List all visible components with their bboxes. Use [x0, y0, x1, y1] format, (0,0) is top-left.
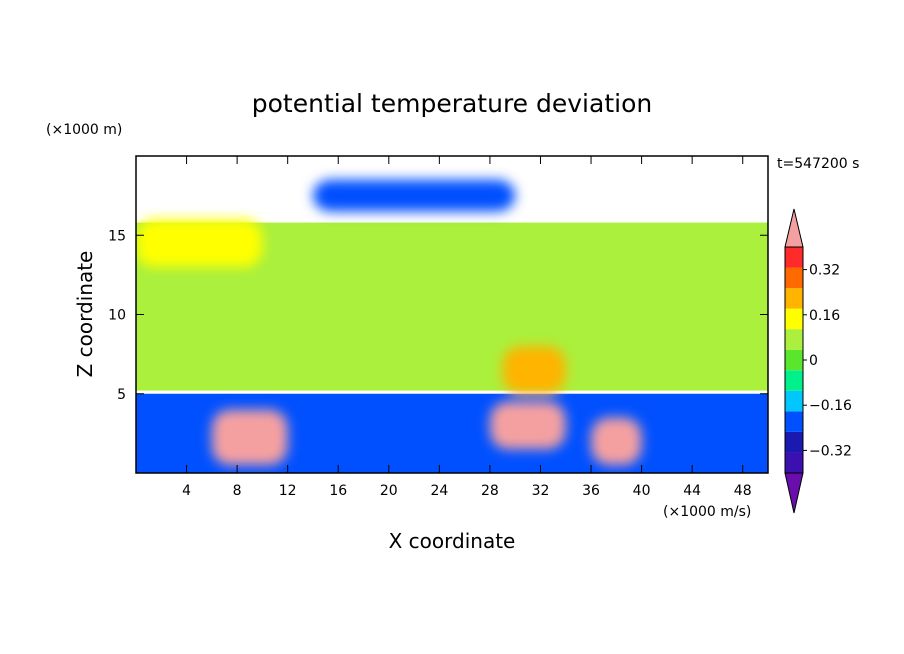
colorbar-segment: [785, 308, 803, 330]
contour-field: [136, 179, 768, 473]
contour-region: [502, 346, 566, 394]
colorbar-segment: [785, 288, 803, 309]
x-tick-label: 20: [380, 483, 398, 499]
x-tick-label: 8: [233, 483, 242, 499]
contour-region: [591, 417, 642, 466]
y-axis-label: Z coordinate: [73, 251, 97, 378]
colorbar-segment: [785, 411, 803, 432]
colorbar-bottom-arrow: [784, 472, 804, 514]
y-tick-label: 5: [117, 387, 126, 403]
y-unit-label: (×1000 m): [46, 122, 122, 138]
y-axis-ticks: 5 10 15: [108, 228, 768, 403]
colorbar-tick-label: 0.32: [809, 263, 840, 279]
x-tick-label: 28: [481, 483, 499, 499]
x-unit-label: (×1000 m/s): [663, 504, 751, 520]
colorbar-segment: [785, 247, 803, 268]
x-tick-label: 44: [683, 483, 701, 499]
x-axis-ticks: 4 8 12 16 20 24 28 32 36 40 44 48: [182, 156, 752, 499]
time-label: t=547200 s: [777, 156, 859, 172]
colorbar-tick-label: 0.16: [809, 308, 840, 324]
contour-region: [489, 401, 566, 450]
x-tick-label: 48: [734, 483, 752, 499]
colorbar-segment: [785, 370, 803, 391]
x-tick-label: 16: [329, 483, 347, 499]
x-tick-label: 36: [582, 483, 600, 499]
colorbar-top-arrow: [784, 208, 804, 248]
colorbar-segment: [785, 431, 803, 453]
x-tick-label: 32: [532, 483, 550, 499]
colorbar-segment: [785, 267, 803, 289]
x-axis-label: X coordinate: [389, 529, 516, 553]
y-tick-label: 15: [108, 228, 126, 244]
colorbar-segment: [785, 349, 803, 371]
x-tick-label: 4: [182, 483, 191, 499]
colorbar-segment: [785, 329, 803, 350]
x-tick-label: 24: [430, 483, 448, 499]
x-tick-label: 40: [633, 483, 651, 499]
colorbar-tick-label: −0.32: [809, 443, 852, 459]
chart-title: potential temperature deviation: [252, 89, 652, 118]
contour-region: [312, 179, 516, 212]
colorbar-tick-label: 0: [809, 353, 818, 369]
colorbar-tick-label: −0.16: [809, 398, 852, 414]
colorbar-segment: [785, 452, 803, 473]
colorbar: 0.32 0.16 0 −0.16 −0.32: [784, 208, 852, 514]
y-tick-label: 10: [108, 308, 126, 324]
contour-region: [136, 219, 263, 267]
contour-region: [211, 409, 288, 466]
colorbar-segment: [785, 390, 803, 412]
x-tick-label: 12: [279, 483, 297, 499]
